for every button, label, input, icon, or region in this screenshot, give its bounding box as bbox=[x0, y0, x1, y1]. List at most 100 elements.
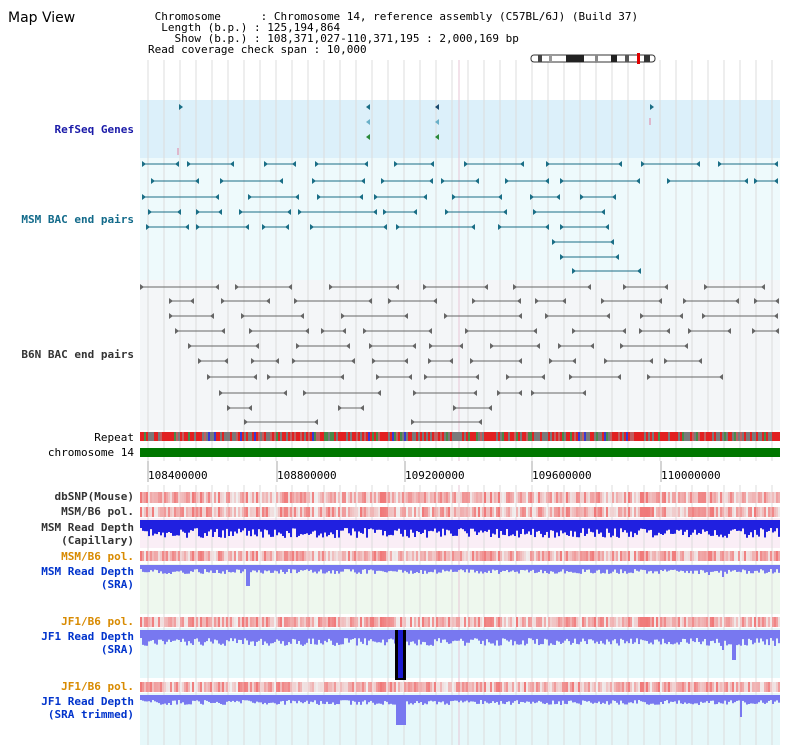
repeat-segment bbox=[628, 432, 630, 441]
heat-cell bbox=[300, 492, 302, 503]
heat-cell bbox=[200, 492, 202, 503]
track-label-msm-b6-pol-2[interactable]: MSM/B6 pol. bbox=[61, 550, 134, 563]
depth-bar bbox=[248, 520, 250, 531]
track-label-b6n-bac[interactable]: B6N BAC end pairs bbox=[21, 348, 134, 361]
depth-bar bbox=[322, 630, 324, 645]
track-label-msm-depth-capillary[interactable]: MSM Read Depth bbox=[41, 521, 134, 534]
heat-cell bbox=[774, 507, 776, 517]
feature-arrow bbox=[363, 328, 367, 334]
feature-arrow bbox=[364, 161, 368, 167]
heat-cell bbox=[412, 492, 414, 503]
feature-arrow bbox=[342, 328, 346, 334]
depth-bar bbox=[652, 630, 654, 645]
depth-bar bbox=[156, 630, 158, 645]
heat-cell bbox=[224, 551, 226, 561]
feature-arrow bbox=[649, 358, 653, 364]
feature-arrow bbox=[175, 161, 179, 167]
track-label-jf1-b6-pol[interactable]: JF1/B6 pol. bbox=[61, 615, 134, 628]
depth-bar bbox=[732, 565, 734, 571]
depth-bar bbox=[698, 695, 700, 705]
depth-bar bbox=[348, 565, 350, 570]
depth-bar bbox=[438, 630, 440, 639]
heat-cell bbox=[540, 682, 542, 692]
heat-cell bbox=[334, 492, 336, 503]
heat-cell bbox=[516, 551, 518, 561]
depth-bar bbox=[776, 565, 778, 570]
heat-cell bbox=[534, 507, 536, 517]
heat-cell bbox=[510, 551, 512, 561]
heat-cell bbox=[210, 617, 212, 627]
heat-cell bbox=[668, 551, 670, 561]
depth-bar bbox=[540, 520, 542, 534]
depth-bar bbox=[544, 695, 546, 705]
track-label-msm-depth-sra[interactable]: MSM Read Depth bbox=[41, 565, 134, 578]
heat-cell bbox=[726, 507, 728, 517]
repeat-segment bbox=[740, 432, 742, 441]
heat-cell bbox=[562, 507, 564, 517]
repeat-segment bbox=[512, 432, 514, 441]
depth-bar bbox=[190, 695, 192, 705]
depth-bar bbox=[472, 630, 474, 640]
heat-cell bbox=[408, 551, 410, 561]
repeat-segment bbox=[682, 432, 684, 441]
heat-cell bbox=[498, 551, 500, 561]
track-label-dbsnp[interactable]: dbSNP(Mouse) bbox=[54, 490, 134, 503]
feature-arrow bbox=[428, 328, 432, 334]
track-label-msm-bac[interactable]: MSM BAC end pairs bbox=[21, 213, 134, 226]
depth-bar bbox=[628, 695, 630, 703]
track-label-chromosome[interactable]: chromosome 14 bbox=[47, 446, 134, 459]
depth-bar bbox=[258, 520, 260, 530]
repeat-segment bbox=[376, 432, 378, 441]
track-label-repeat[interactable]: Repeat bbox=[94, 431, 134, 444]
heat-cell bbox=[352, 617, 354, 627]
feature-arrow bbox=[404, 313, 408, 319]
depth-bar bbox=[180, 630, 182, 642]
depth-bar bbox=[292, 695, 294, 701]
track-label-jf1-b6-pol-2[interactable]: JF1/B6 pol. bbox=[61, 680, 134, 693]
heat-cell bbox=[638, 682, 640, 692]
heat-cell bbox=[478, 492, 480, 503]
depth-bar bbox=[684, 695, 686, 703]
depth-bar bbox=[418, 630, 420, 640]
depth-bar bbox=[142, 630, 144, 645]
depth-bar bbox=[328, 630, 330, 639]
heat-cell bbox=[514, 551, 516, 561]
depth-bar bbox=[748, 565, 750, 572]
heat-cell bbox=[540, 492, 542, 503]
feature-arrow bbox=[727, 328, 731, 334]
heat-cell bbox=[532, 682, 534, 692]
heat-cell bbox=[558, 617, 560, 627]
heat-cell bbox=[310, 507, 312, 517]
heat-cell bbox=[692, 507, 694, 517]
depth-bar bbox=[692, 565, 694, 574]
depth-bar bbox=[468, 630, 470, 643]
heat-cell bbox=[404, 617, 406, 627]
heat-cell bbox=[288, 551, 290, 561]
depth-bar bbox=[214, 695, 216, 703]
depth-bar bbox=[420, 520, 422, 535]
ideogram-band bbox=[538, 55, 542, 62]
depth-bar bbox=[338, 520, 340, 538]
depth-bar bbox=[774, 565, 776, 573]
heat-cell bbox=[612, 507, 614, 517]
heat-cell bbox=[180, 507, 182, 517]
heat-cell bbox=[674, 551, 676, 561]
feature-arrow bbox=[245, 224, 249, 230]
heat-cell bbox=[532, 507, 534, 517]
track-label-jf1-depth-trimmed[interactable]: JF1 Read Depth bbox=[41, 695, 134, 708]
track-label-msm-b6-pol[interactable]: MSM/B6 pol. bbox=[61, 505, 134, 518]
heat-cell bbox=[490, 507, 492, 517]
heat-cell bbox=[232, 507, 234, 517]
depth-bar bbox=[610, 630, 612, 645]
heat-cell bbox=[154, 492, 156, 503]
depth-bar bbox=[174, 630, 176, 641]
track-label-refseq-genes[interactable]: RefSeq Genes bbox=[54, 123, 134, 136]
heat-cell bbox=[398, 682, 400, 692]
heat-cell bbox=[424, 507, 426, 517]
track-label-jf1-depth-sra[interactable]: JF1 Read Depth bbox=[41, 630, 134, 643]
heat-cell bbox=[728, 617, 730, 627]
length-row: Length (b.p.) : 125,194,864 bbox=[161, 21, 341, 34]
depth-bar bbox=[306, 565, 308, 570]
repeat-segment bbox=[466, 432, 468, 441]
